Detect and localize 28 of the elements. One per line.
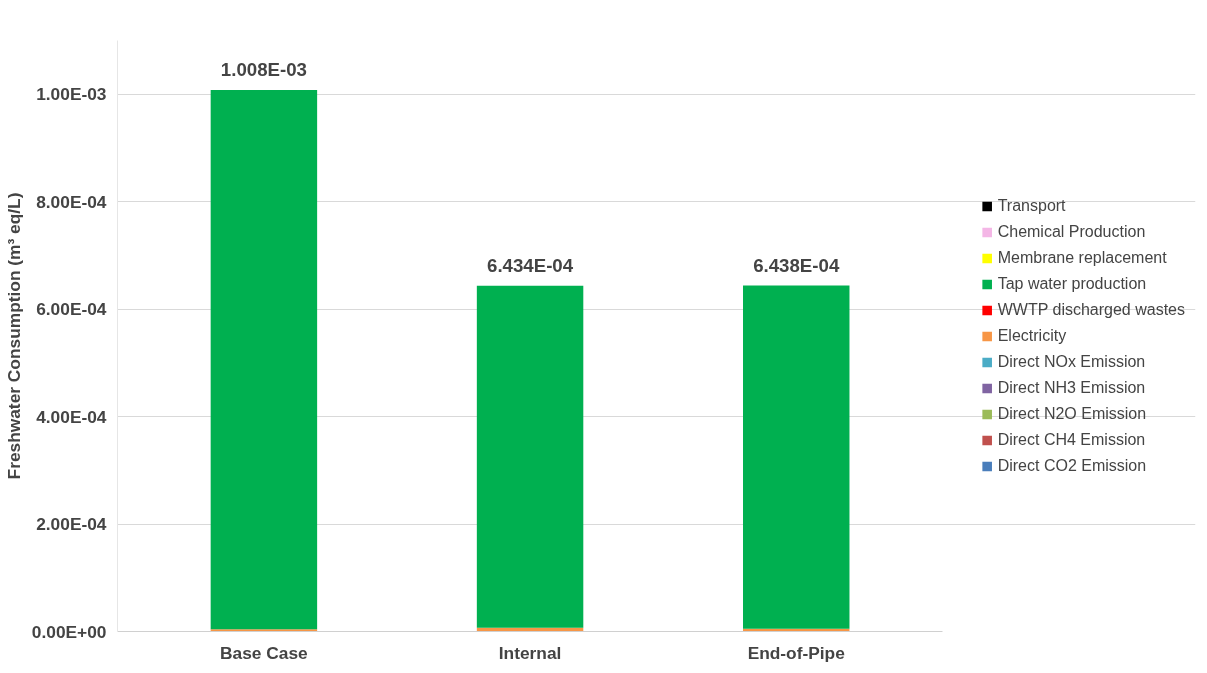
y-axis-title: Freshwater Consumption (m³ eq/L) [3,192,24,480]
total-label: 6.438E-04 [753,254,840,276]
y-tick-label: 2.00E-04 [36,514,107,535]
legend-label: Direct CH4 Emission [997,430,1146,449]
legend-label: Direct N2O Emission [997,404,1147,423]
legend-label: Membrane replacement [997,248,1167,267]
total-label: 1.008E-03 [220,58,307,80]
y-tick-label: 8.00E-04 [36,191,107,212]
legend-label: Direct NOx Emission [997,352,1146,371]
legend-label: Transport [997,196,1066,215]
y-tick-label: 4.00E-04 [36,406,107,427]
y-tick-label: 0.00E+00 [31,621,107,642]
bar [743,285,850,629]
x-tick-label: Base Case [220,642,309,663]
legend-label: Direct CO2 Emission [997,456,1147,475]
bar [476,285,584,628]
y-tick-label: 6.00E-04 [36,299,107,320]
bar [210,89,318,630]
bar [210,629,318,632]
total-label: 6.434E-04 [487,254,574,276]
legend-label: Tap water production [997,274,1147,293]
legend-label: WWTP discharged wastes [997,300,1185,319]
x-tick-label: End-of-Pipe [747,642,846,663]
legend-label: Chemical Production [997,222,1146,241]
x-tick-label: Internal [498,642,562,663]
legend-label: Direct NH3 Emission [997,378,1146,397]
y-tick-label: 1.00E-03 [36,84,107,105]
legend-label: Electricity [997,326,1067,345]
